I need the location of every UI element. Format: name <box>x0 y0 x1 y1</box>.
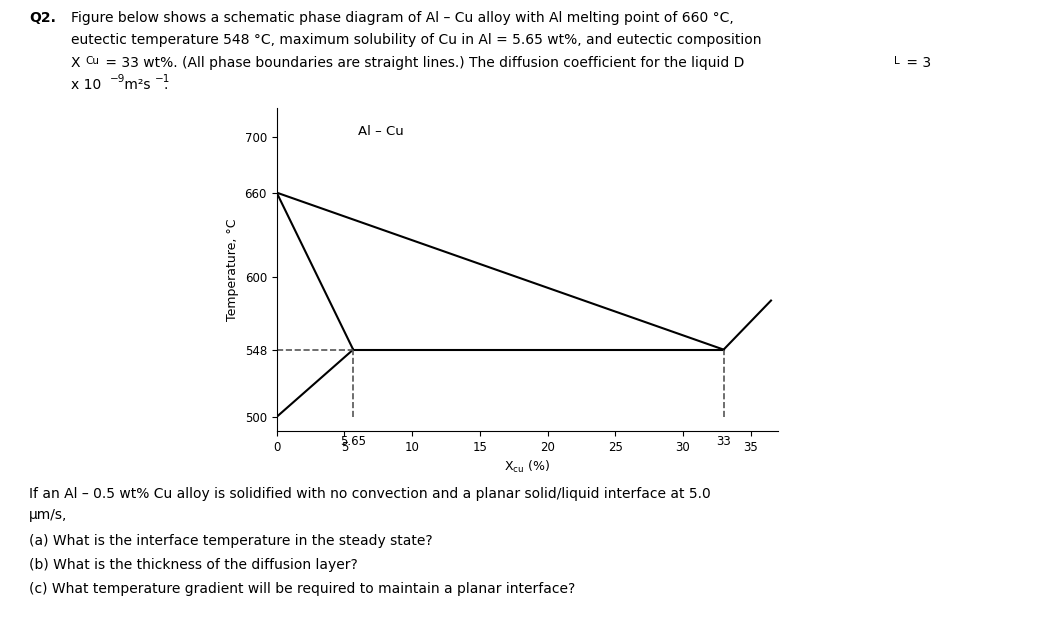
Text: 33: 33 <box>716 435 731 448</box>
Text: If an Al – 0.5 wt% Cu alloy is solidified with no convection and a planar solid/: If an Al – 0.5 wt% Cu alloy is solidifie… <box>29 487 711 501</box>
Text: = 33 wt%. (All phase boundaries are straight lines.) The diffusion coefficient f: = 33 wt%. (All phase boundaries are stra… <box>101 56 744 70</box>
Text: Cu: Cu <box>86 56 99 66</box>
Text: (c) What temperature gradient will be required to maintain a planar interface?: (c) What temperature gradient will be re… <box>29 582 575 596</box>
Text: .: . <box>164 78 168 92</box>
Text: 5.65: 5.65 <box>340 435 366 448</box>
Text: = 3: = 3 <box>902 56 931 70</box>
Text: x 10: x 10 <box>71 78 101 92</box>
Text: (a) What is the interface temperature in the steady state?: (a) What is the interface temperature in… <box>29 534 433 549</box>
Text: eutectic temperature 548 °C, maximum solubility of Cu in Al = 5.65 wt%, and eute: eutectic temperature 548 °C, maximum sol… <box>71 33 761 48</box>
Text: Q2.: Q2. <box>29 11 56 25</box>
X-axis label: $\mathregular{X_{cu}}$ (%): $\mathregular{X_{cu}}$ (%) <box>504 459 550 476</box>
Text: L: L <box>894 56 900 66</box>
Text: −9: −9 <box>110 74 125 84</box>
Text: m²s: m²s <box>120 78 150 92</box>
Text: X: X <box>71 56 80 70</box>
Y-axis label: Temperature, °C: Temperature, °C <box>226 218 239 321</box>
Text: −1: −1 <box>155 74 170 84</box>
Text: Al – Cu: Al – Cu <box>358 125 404 138</box>
Text: μm/s,: μm/s, <box>29 508 68 522</box>
Text: (b) What is the thickness of the diffusion layer?: (b) What is the thickness of the diffusi… <box>29 558 358 572</box>
Text: Figure below shows a schematic phase diagram of Al – Cu alloy with Al melting po: Figure below shows a schematic phase dia… <box>71 11 734 25</box>
